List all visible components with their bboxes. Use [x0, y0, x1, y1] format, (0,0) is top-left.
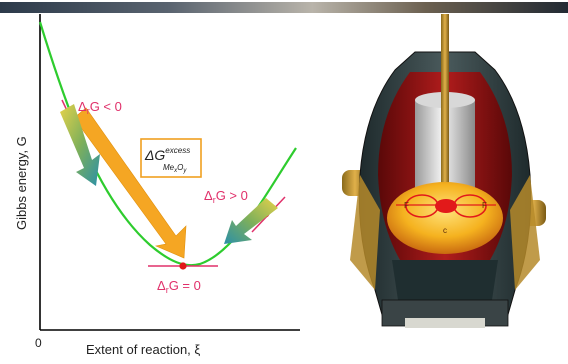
origin-label: 0: [35, 336, 42, 350]
gibbs-energy-diagram: Gibbs energy, G Extent of reaction, ξ 0 …: [14, 14, 300, 357]
label-f-right: F: [482, 201, 487, 210]
svg-text:MexOy: MexOy: [163, 163, 187, 174]
furnace-cutaway-illustration: F F c: [320, 0, 568, 359]
left-gradient-arrow: [60, 104, 100, 186]
y-axis-label: Gibbs energy, G: [14, 136, 29, 230]
melt-core: [435, 199, 457, 213]
furnace-bottom: [392, 260, 498, 300]
main-arrow: [73, 107, 187, 259]
right-gradient-arrow: [224, 198, 278, 244]
svg-text:ΔGexcess: ΔGexcess: [144, 146, 190, 163]
label-delta-g-positive: ΔrG > 0: [204, 188, 248, 205]
gold-frame-left: [350, 175, 380, 290]
label-f-left: F: [404, 201, 409, 210]
label-delta-g-zero: ΔrG = 0: [157, 278, 201, 295]
lance: [441, 14, 449, 204]
gold-frame-right: [510, 175, 540, 290]
point-min: [179, 262, 187, 270]
label-delta-g-negative: ΔrG < 0: [78, 99, 122, 116]
label-c: c: [443, 226, 447, 235]
top-image-strip: [0, 0, 568, 13]
x-axis-label: Extent of reaction, ξ: [86, 342, 200, 357]
melt-bath: [387, 182, 503, 254]
excess-gibbs-box: ΔGexcess MexOy: [140, 138, 202, 178]
